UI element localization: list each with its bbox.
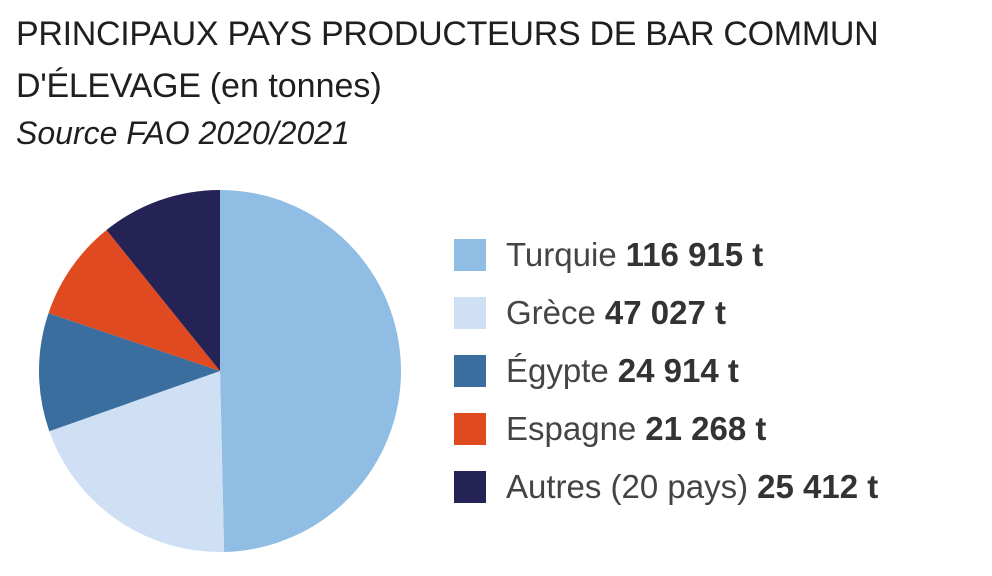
- legend-swatch: [454, 471, 486, 503]
- legend-item: Autres (20 pays) 25 412 t: [454, 458, 878, 516]
- legend-value: 21 268 t: [645, 410, 767, 447]
- legend-item: Égypte 24 914 t: [454, 342, 878, 400]
- chart-title: PRINCIPAUX PAYS PRODUCTEURS DE BAR COMMU…: [16, 8, 976, 112]
- legend-label: Turquie: [506, 236, 617, 273]
- legend-value: 116 915 t: [625, 236, 764, 273]
- legend-item: Turquie 116 915 t: [454, 226, 878, 284]
- legend-label: Autres (20 pays): [506, 468, 749, 505]
- legend-label: Égypte: [506, 352, 609, 389]
- legend-item: Espagne 21 268 t: [454, 400, 878, 458]
- chart-title-text: PRINCIPAUX PAYS PRODUCTEURS DE BAR COMMU…: [16, 15, 879, 105]
- legend-swatch: [454, 239, 486, 271]
- legend-swatch: [454, 355, 486, 387]
- pie-slice-2: [38, 313, 220, 432]
- legend-value: 47 027 t: [604, 294, 726, 331]
- legend-item: Grèce 47 027 t: [454, 284, 878, 342]
- legend-swatch: [454, 413, 486, 445]
- pie-slice-3: [48, 230, 220, 371]
- chart-legend: Turquie 116 915 t Grèce 47 027 t Égypte 24 91…: [454, 226, 878, 516]
- legend-value: 24 914 t: [617, 352, 739, 389]
- pie-chart: [38, 190, 401, 552]
- legend-label: Espagne: [506, 410, 637, 447]
- pie-slice-1: [49, 371, 225, 552]
- legend-label: Grèce: [506, 294, 596, 331]
- chart-title-unit: (en tonnes): [209, 67, 382, 105]
- pie-slice-0: [220, 190, 401, 552]
- chart-subtitle: Source FAO 2020/2021: [16, 115, 350, 151]
- legend-value: 25 412 t: [757, 468, 879, 505]
- legend-swatch: [454, 297, 486, 329]
- pie-slice-4: [106, 190, 220, 371]
